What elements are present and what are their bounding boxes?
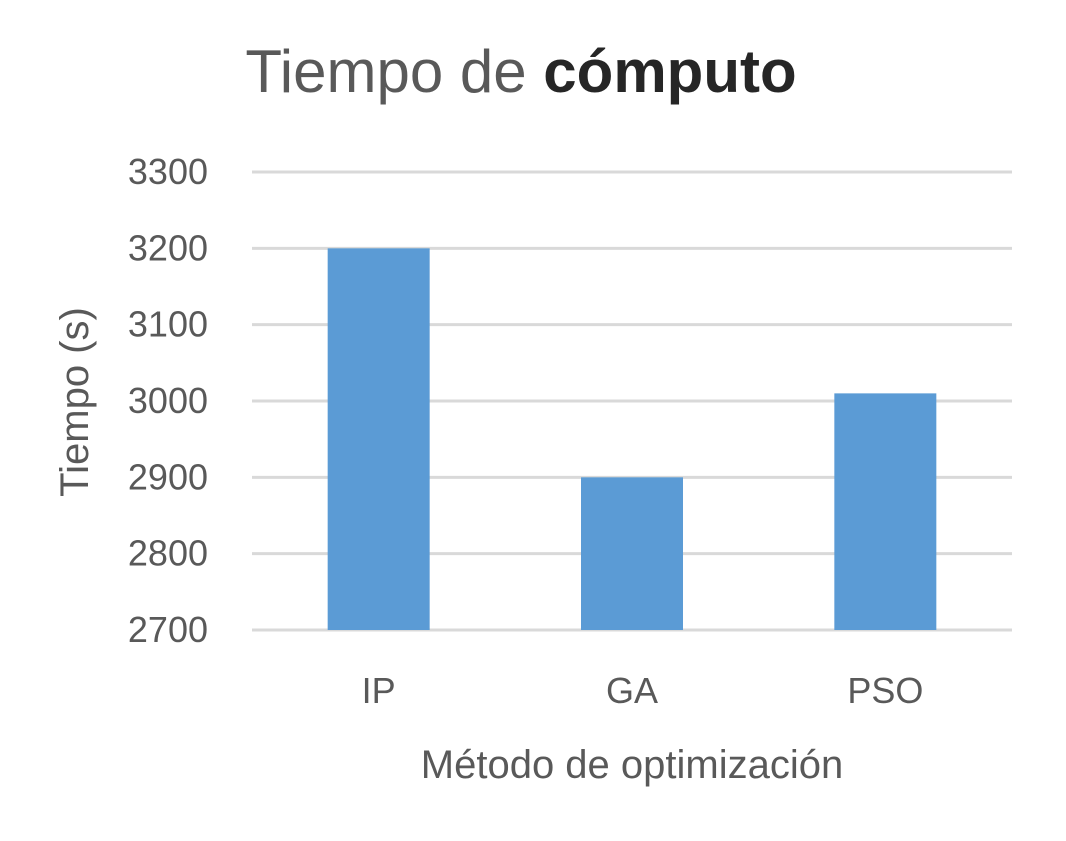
x-axis-title: Método de optimización xyxy=(421,743,843,787)
bar-ip xyxy=(327,248,430,631)
bar-pso xyxy=(834,393,937,630)
bars xyxy=(327,248,937,631)
chart-title-part-1: Tiempo de xyxy=(245,38,543,105)
x-tick-labels: IP GA PSO xyxy=(362,670,924,711)
y-tick-label: 3300 xyxy=(128,151,208,192)
y-tick-label: 2900 xyxy=(128,456,208,497)
y-tick-label: 3000 xyxy=(128,380,208,421)
chart-title-part-2: cómputo xyxy=(543,38,796,105)
y-tick-label: 2800 xyxy=(128,533,208,574)
chart-title: Tiempo de cómputo xyxy=(245,38,796,105)
y-tick-label: 2700 xyxy=(128,609,208,650)
y-tick-label: 3200 xyxy=(128,227,208,268)
x-tick-label-pso: PSO xyxy=(847,670,923,711)
x-tick-label-ip: IP xyxy=(362,670,396,711)
x-tick-label-ga: GA xyxy=(606,670,658,711)
y-tick-labels: 2700 2800 2900 3000 3100 3200 3300 xyxy=(128,151,208,650)
y-axis-title: Tiempo (s) xyxy=(53,307,97,497)
bar-ga xyxy=(581,477,683,630)
y-tick-label: 3100 xyxy=(128,304,208,345)
